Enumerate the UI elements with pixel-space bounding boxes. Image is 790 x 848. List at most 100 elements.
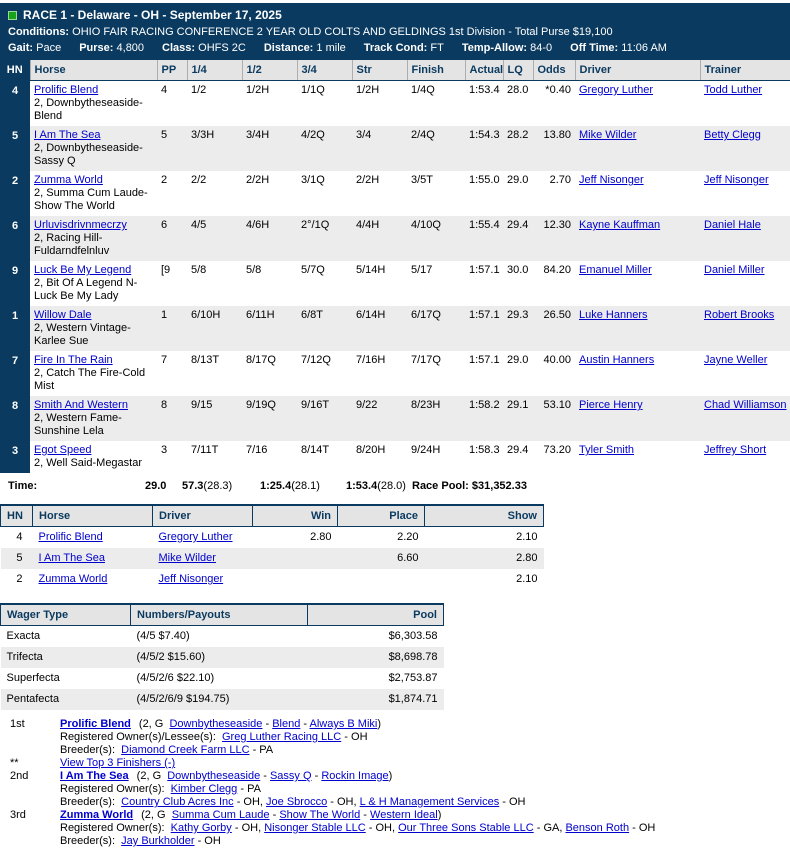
breeder-link[interactable]: L & H Management Services <box>359 796 500 808</box>
horse-number-cell: 8 <box>0 396 30 441</box>
driver-cell: Emanuel Miller <box>575 261 700 306</box>
breeder-link[interactable]: Joe Sbrocco <box>266 796 328 808</box>
driver-link[interactable]: Jeff Nisonger <box>579 174 644 186</box>
race-stat-label: Track Cond: <box>363 42 428 54</box>
trainer-link[interactable]: Daniel Miller <box>704 264 765 276</box>
last-quarter-cell: 29.0 <box>507 354 529 366</box>
horse-link[interactable]: Willow Dale <box>34 309 92 321</box>
driver-link[interactable]: Luke Hanners <box>579 309 648 321</box>
race-stat: Off Time: 11:06 AM <box>570 42 667 54</box>
pedigree-link[interactable]: Downbytheseaside <box>169 718 263 730</box>
results-row: 9 Luck Be My Legend 2, Bit Of A Legend N-L… <box>0 261 790 306</box>
trainer-link[interactable]: Daniel Hale <box>704 219 761 231</box>
payout-driver-link[interactable]: Gregory Luther <box>158 531 233 543</box>
horse-number-cell: 6 <box>0 216 30 261</box>
horse-link[interactable]: Fire In The Rain <box>34 354 113 366</box>
driver-link[interactable]: Kayne Kauffman <box>579 219 661 231</box>
stretch-call-cell: 2/2H <box>356 174 380 186</box>
driver-link[interactable]: Mike Wilder <box>579 129 637 141</box>
owner-link[interactable]: Greg Luther Racing LLC <box>222 731 342 743</box>
pedigree-link[interactable]: Blend <box>272 718 301 730</box>
trainer-link[interactable]: Betty Clegg <box>704 129 761 141</box>
half-call-cell: 2/2H <box>246 174 270 186</box>
payout-driver-link[interactable]: Jeff Nisonger <box>158 573 224 585</box>
results-column-header: Actual <box>464 60 503 81</box>
results-row: 1 Willow Dale 2, Western Vintage-Karlee Su… <box>0 306 790 351</box>
time-label: Time: <box>8 480 38 492</box>
race-stat-label: Class: <box>162 42 196 54</box>
driver-link[interactable]: Tyler Smith <box>579 444 635 456</box>
horse-link[interactable]: Luck Be My Legend <box>34 264 132 276</box>
race-stat-value: 4,800 <box>116 42 145 54</box>
payout-horse-link[interactable]: I Am The Sea <box>38 552 105 564</box>
driver-link[interactable]: Gregory Luther <box>579 84 653 96</box>
stretch-call-cell: 9/22 <box>352 396 407 441</box>
finisher-line: ** View Top 3 Finishers (-) <box>0 757 790 770</box>
wager-pool-cell: $2,753.87 <box>388 672 438 684</box>
breeder-link[interactable]: Jay Burkholder <box>121 835 195 847</box>
horse-link[interactable]: Smith And Western <box>34 399 128 411</box>
horse-pedigree: 2, Downbytheseaside-Blend <box>34 97 143 122</box>
view-finishers-marker: ** <box>10 757 19 769</box>
results-column-header: HN <box>0 60 30 81</box>
horse-link[interactable]: Zumma World <box>34 174 103 186</box>
horse-link[interactable]: I Am The Sea <box>34 129 101 141</box>
pedigree-link[interactable]: Western Ideal <box>370 809 438 821</box>
trainer-link[interactable]: Todd Luther <box>704 84 763 96</box>
quarter-call-cell: 5/8 <box>191 264 207 276</box>
payout-driver-link[interactable]: Mike Wilder <box>158 552 216 564</box>
pedigree-link[interactable]: Downbytheseaside <box>167 770 261 782</box>
owner-link[interactable]: Nisonger Stable LLC <box>264 822 366 834</box>
payout-horse-link[interactable]: Prolific Blend <box>38 531 103 543</box>
horse-link[interactable]: Egot Speed <box>34 444 92 456</box>
driver-link[interactable]: Pierce Henry <box>579 399 643 411</box>
pedigree-link[interactable]: Sassy Q <box>269 770 312 782</box>
finisher-horse-link[interactable]: I Am The Sea <box>60 770 129 782</box>
time-half: 57.3 (28.3) <box>182 480 233 492</box>
owner-link[interactable]: Kathy Gorby <box>170 822 232 834</box>
view-top-3-finishers-link[interactable]: View Top 3 Finishers (-) <box>60 757 176 769</box>
driver-cell: Mike Wilder <box>575 126 700 171</box>
results-column-header: Trainer <box>699 60 790 81</box>
trainer-link[interactable]: Jeff Nisonger <box>704 174 769 186</box>
finisher-horse-link[interactable]: Zumma World <box>60 809 134 821</box>
odds-cell: 12.30 <box>533 216 575 261</box>
trainer-cell: Todd Luther <box>700 81 790 127</box>
horse-link[interactable]: Prolific Blend <box>34 84 99 96</box>
horse-pedigree: 2, Western Vintage-Karlee Sue <box>34 322 131 347</box>
payout-horse-link[interactable]: Zumma World <box>38 573 108 585</box>
top-finishers-section: 1st Prolific Blend (2, G Downbytheseaside … <box>0 718 790 848</box>
breeder-link[interactable]: Diamond Creek Farm LLC <box>121 744 250 756</box>
driver-link[interactable]: Emanuel Miller <box>579 264 652 276</box>
pedigree-link[interactable]: Always B Miki <box>309 718 378 730</box>
horse-link[interactable]: Urluvisdrivnmecrzy <box>34 219 127 231</box>
odds-cell: 2.70 <box>549 174 571 186</box>
wager-row: Exacta (4/5 $7.40) $6,303.58 <box>1 626 444 648</box>
conditions-label: Conditions: <box>8 26 70 38</box>
owner-link[interactable]: Kimber Clegg <box>170 783 238 795</box>
half-call-cell: 1/2H <box>246 84 270 96</box>
wager-type-cell: Superfecta <box>6 672 60 684</box>
pedigree-link[interactable]: Summa Cum Laude <box>171 809 270 821</box>
owner-link[interactable]: Our Three Sons Stable LLC <box>398 822 534 834</box>
post-position-cell: 4 <box>161 84 168 96</box>
pedigree-link[interactable]: Show The World <box>279 809 361 821</box>
trainer-link[interactable]: Jayne Weller <box>704 354 768 366</box>
payout-header-row: HN Horse Driver Win Place Show <box>0 504 544 527</box>
race-title: RACE 1 - Delaware - OH - September 17, 2… <box>23 8 282 22</box>
trainer-link[interactable]: Chad Williamson <box>704 399 787 411</box>
trainer-link[interactable]: Robert Brooks <box>704 309 775 321</box>
race-stat-value: OHFS 2C <box>198 42 246 54</box>
breeder-link[interactable]: Country Club Acres Inc <box>121 796 234 808</box>
owner-link[interactable]: Benson Roth <box>565 822 630 834</box>
results-row: 2 Zumma World 2, Summa Cum Laude-Show The … <box>0 171 790 216</box>
finisher-horse-link[interactable]: Prolific Blend <box>60 718 131 730</box>
horse-number-cell: 1 <box>0 306 30 351</box>
driver-link[interactable]: Austin Hanners <box>579 354 655 366</box>
results-column-header: PP <box>156 60 187 81</box>
pedigree-link[interactable]: Rockin Image <box>321 770 389 782</box>
payout-row: 5 I Am The Sea Mike Wilder 6.60 2.80 <box>0 548 544 569</box>
wager-type-cell: Trifecta <box>0 647 131 668</box>
trainer-link[interactable]: Jeffrey Short <box>704 444 767 456</box>
